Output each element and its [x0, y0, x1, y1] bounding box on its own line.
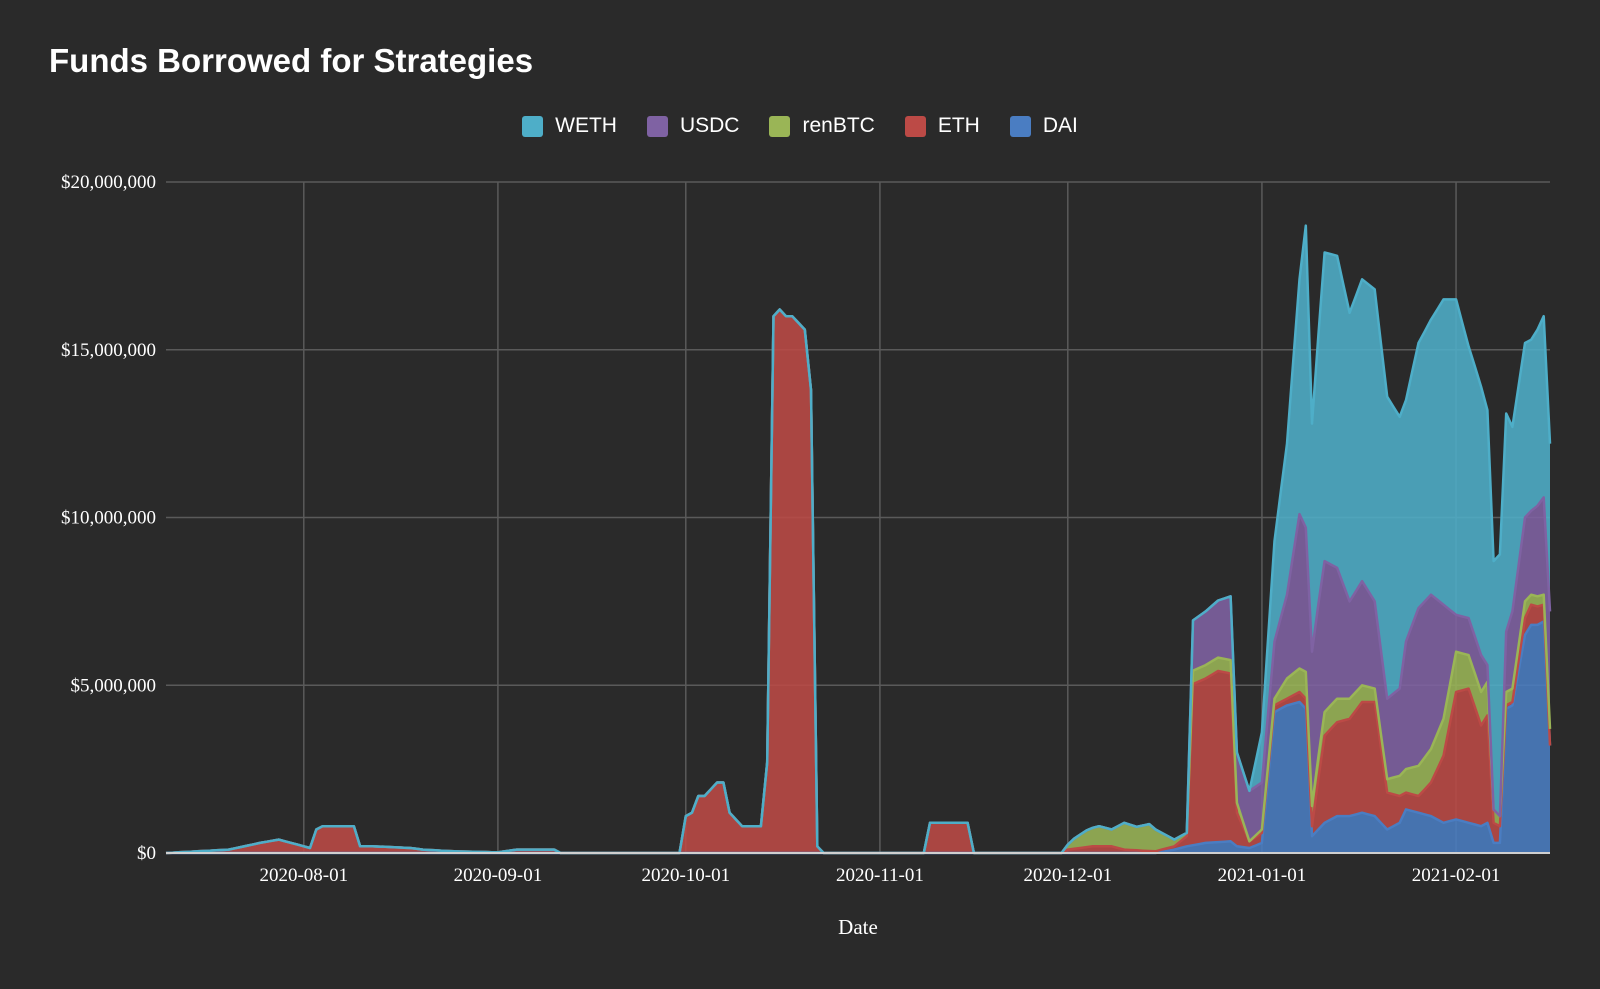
- legend-swatch-renbtc: [769, 115, 791, 137]
- y-tick-label: $0: [137, 843, 156, 864]
- legend-label-weth: WETH: [555, 114, 617, 137]
- area-eth[interactable]: [166, 309, 1550, 854]
- legend-item-usdc[interactable]: USDC: [646, 114, 740, 138]
- x-axis-label: Date: [838, 915, 878, 939]
- legend-item-dai[interactable]: DAI: [1009, 114, 1078, 138]
- x-tick-label: 2020-12-01: [1023, 865, 1112, 886]
- y-tick-label: $5,000,000: [71, 675, 157, 696]
- axes: $0 $5,000,000 $10,000,000 $15,000,000 $20,00…: [61, 172, 1550, 886]
- legend-swatch-eth: [904, 115, 926, 137]
- chart-legend: WETH USDC renBTC ETH DAI: [0, 114, 1600, 138]
- x-tick-label: 2021-02-01: [1412, 865, 1501, 886]
- x-tick-label: 2021-01-01: [1218, 865, 1307, 886]
- legend-label-usdc: USDC: [679, 114, 740, 137]
- legend-label-renbtc: renBTC: [802, 114, 875, 137]
- legend-swatch-usdc: [646, 115, 668, 137]
- y-tick-label: $20,000,000: [61, 172, 156, 193]
- chart-title: Funds Borrowed for Strategies: [49, 42, 534, 79]
- x-tick-label: 2020-08-01: [259, 865, 348, 886]
- y-tick-label: $15,000,000: [61, 340, 156, 361]
- x-tick-label: 2020-09-01: [454, 865, 543, 886]
- legend-item-eth[interactable]: ETH: [904, 114, 980, 138]
- stacked-areas: [165, 224, 1552, 855]
- legend-swatch-weth: [522, 115, 544, 137]
- x-tick-label: 2020-11-01: [836, 865, 924, 886]
- x-tick-label: 2020-10-01: [641, 865, 730, 886]
- legend-item-renbtc[interactable]: renBTC: [769, 114, 875, 138]
- legend-label-dai: DAI: [1042, 114, 1078, 137]
- legend-item-weth[interactable]: WETH: [522, 114, 617, 138]
- legend-label-eth: ETH: [937, 114, 980, 137]
- y-tick-label: $10,000,000: [61, 508, 156, 529]
- legend-swatch-dai: [1009, 115, 1031, 137]
